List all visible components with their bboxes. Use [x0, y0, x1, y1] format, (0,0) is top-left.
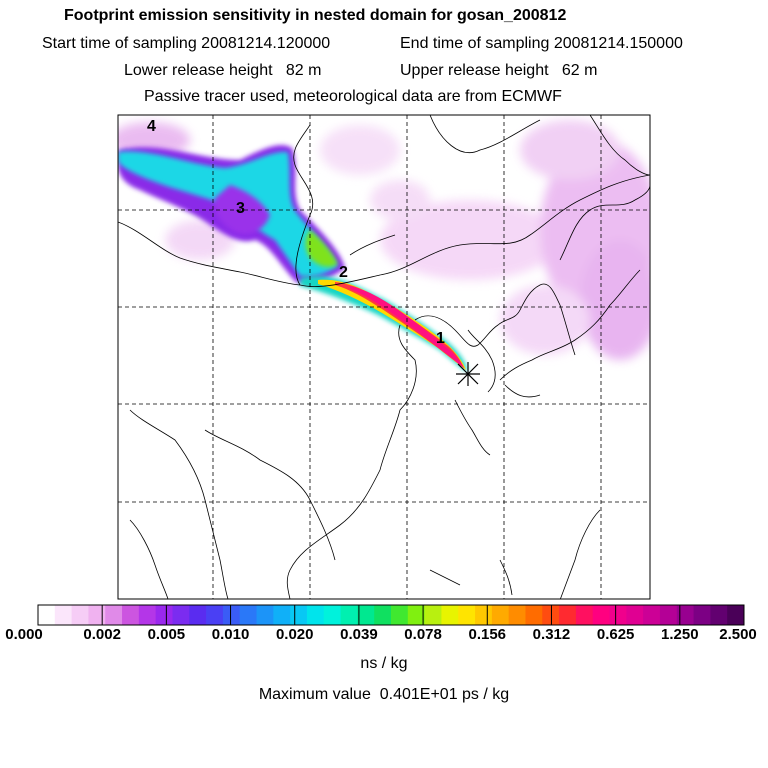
colorbar-swatch	[575, 605, 594, 625]
marker-3: 3	[236, 200, 245, 217]
map-title: Footprint emission sensitivity in nested…	[64, 7, 567, 24]
colorbar-label: 2.500	[719, 626, 757, 643]
colorbar-swatch	[491, 605, 510, 625]
colorbar-swatch	[256, 605, 274, 625]
colorbar-swatch	[508, 605, 526, 625]
colorbar-swatch	[138, 605, 157, 625]
colorbar-unit: ns / kg	[360, 655, 408, 672]
release-site-icon	[456, 362, 480, 386]
colorbar-swatch	[643, 605, 661, 625]
colorbar-swatch	[222, 605, 241, 625]
colorbar-label: 0.312	[532, 626, 571, 643]
colorbar-border	[37, 604, 745, 626]
colorbar-swatch	[239, 605, 258, 625]
colorbar-swatch	[693, 605, 711, 625]
colorbar-label: 0.156	[468, 626, 507, 643]
colorbar-label: 0.005	[147, 626, 186, 643]
colorbar-label: 0.039	[340, 626, 378, 643]
colorbar-swatch	[559, 605, 577, 625]
colorbar-swatch	[38, 605, 56, 625]
colorbar-swatch	[189, 605, 207, 625]
colorbar-label: 0.002	[83, 626, 121, 643]
colorbar-swatch	[441, 605, 459, 625]
colorbar-swatch	[54, 605, 73, 625]
colorbar-swatch	[172, 605, 190, 625]
colorbar-swatch	[273, 605, 291, 625]
colorbar-label: 0.078	[404, 626, 442, 643]
colorbar-swatch	[676, 605, 695, 625]
colorbar-swatch	[357, 605, 375, 625]
colorbar-label: 0.000	[5, 626, 43, 643]
colorbar-swatch	[609, 605, 627, 625]
marker-1: 1	[436, 330, 445, 347]
colorbar-swatch	[626, 605, 644, 625]
colorbar-label: 1.250	[661, 626, 699, 643]
colorbar-swatch	[306, 605, 325, 625]
maximum-value-text: Maximum value 0.401E+01 ps / kg	[258, 686, 510, 703]
marker-4: 4	[147, 118, 156, 135]
colorbar-swatch	[88, 605, 106, 625]
colorbar-swatch	[340, 605, 358, 625]
colorbar-swatch	[323, 605, 342, 625]
footprint-plume	[118, 145, 468, 372]
colorbar-swatch	[71, 605, 89, 625]
colorbar-swatch	[105, 605, 123, 625]
colorbar-swatch	[424, 605, 442, 625]
colorbar-swatch	[592, 605, 611, 625]
upper-release-text: Upper release height 62 m	[400, 62, 598, 79]
end-sampling-text: End time of sampling 20081214.150000	[400, 35, 683, 52]
colorbar-swatch	[407, 605, 426, 625]
colorbar	[37, 604, 745, 626]
colorbar-label: 0.020	[275, 626, 314, 643]
colorbar-swatch	[155, 605, 173, 625]
colorbar-swatch	[659, 605, 678, 625]
trajectory-markers: 1 2 3 4	[147, 118, 445, 347]
start-sampling-text: Start time of sampling 20081214.120000	[42, 35, 331, 52]
colorbar-swatch	[542, 605, 560, 625]
colorbar-swatch	[525, 605, 543, 625]
colorbar-swatch	[391, 605, 409, 625]
colorbar-swatch	[374, 605, 392, 625]
lower-release-text: Lower release height 82 m	[124, 62, 322, 79]
colorbar-swatch	[727, 605, 745, 625]
colorbar-swatch	[458, 605, 476, 625]
colorbar-label: 0.010	[211, 626, 250, 643]
colorbar-label: 0.625	[596, 626, 635, 643]
colorbar-swatch	[290, 605, 308, 625]
marker-2: 2	[339, 264, 348, 281]
colorbar-swatch	[475, 605, 493, 625]
header: Footprint emission sensitivity in nested…	[0, 0, 768, 126]
colorbar-swatch	[710, 605, 728, 625]
colorbar-swatch	[206, 605, 224, 625]
map-frame	[117, 114, 651, 600]
lat-lon-grid	[118, 115, 650, 599]
coastlines	[118, 115, 650, 599]
colorbar-swatch	[122, 605, 140, 625]
tracer-note: Passive tracer used, meteorological data…	[144, 88, 562, 105]
plot-area: 1 2 3 4	[118, 115, 650, 599]
